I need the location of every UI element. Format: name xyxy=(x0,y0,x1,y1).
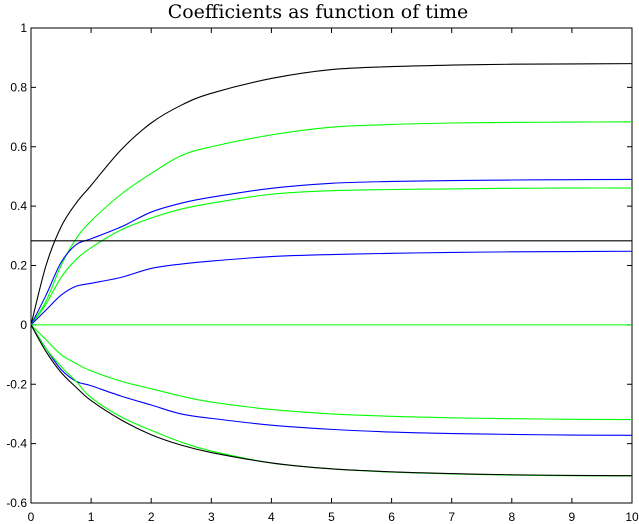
y-tick-label: 0.6 xyxy=(10,140,27,154)
x-tick-label: 9 xyxy=(569,510,576,524)
y-tick-label: 0.8 xyxy=(10,80,27,94)
series-line-3 xyxy=(30,178,633,326)
series-line-9 xyxy=(30,324,633,436)
series-line-2 xyxy=(30,121,633,326)
x-tick-label: 5 xyxy=(328,510,335,524)
x-tick-label: 10 xyxy=(625,510,639,524)
y-tick-label: -0.6 xyxy=(6,496,27,510)
x-tick-label: 6 xyxy=(388,510,395,524)
series-line-10 xyxy=(30,324,633,477)
series-layer xyxy=(30,63,633,477)
series-line-4 xyxy=(30,187,633,326)
series-line-8 xyxy=(30,324,633,421)
series-line-1 xyxy=(30,63,633,326)
x-tick-label: 3 xyxy=(208,510,215,524)
x-tick-label: 1 xyxy=(88,510,95,524)
y-axis-ticks: -0.6 -0.4 -0.2 0 0.2 0.4 0.6 0.8 1 xyxy=(6,21,632,510)
x-tick-label: 7 xyxy=(448,510,455,524)
y-tick-label: 0.2 xyxy=(10,259,27,273)
plot-area-frame xyxy=(30,27,633,504)
x-tick-label: 0 xyxy=(28,510,35,524)
y-tick-label: 1 xyxy=(20,21,27,35)
y-tick-label: -0.2 xyxy=(6,377,27,391)
x-tick-label: 2 xyxy=(148,510,155,524)
x-tick-label: 4 xyxy=(268,510,275,524)
y-tick-label: 0 xyxy=(20,318,27,332)
series-line-11 xyxy=(30,324,633,477)
series-line-6 xyxy=(30,250,633,326)
y-tick-label: 0.4 xyxy=(10,199,27,213)
x-axis-ticks: 0 1 2 3 4 5 6 7 8 9 10 xyxy=(28,28,639,524)
chart-title: Coefficients as function of time xyxy=(168,1,469,23)
y-tick-label: -0.4 xyxy=(6,437,27,451)
x-tick-label: 8 xyxy=(508,510,515,524)
